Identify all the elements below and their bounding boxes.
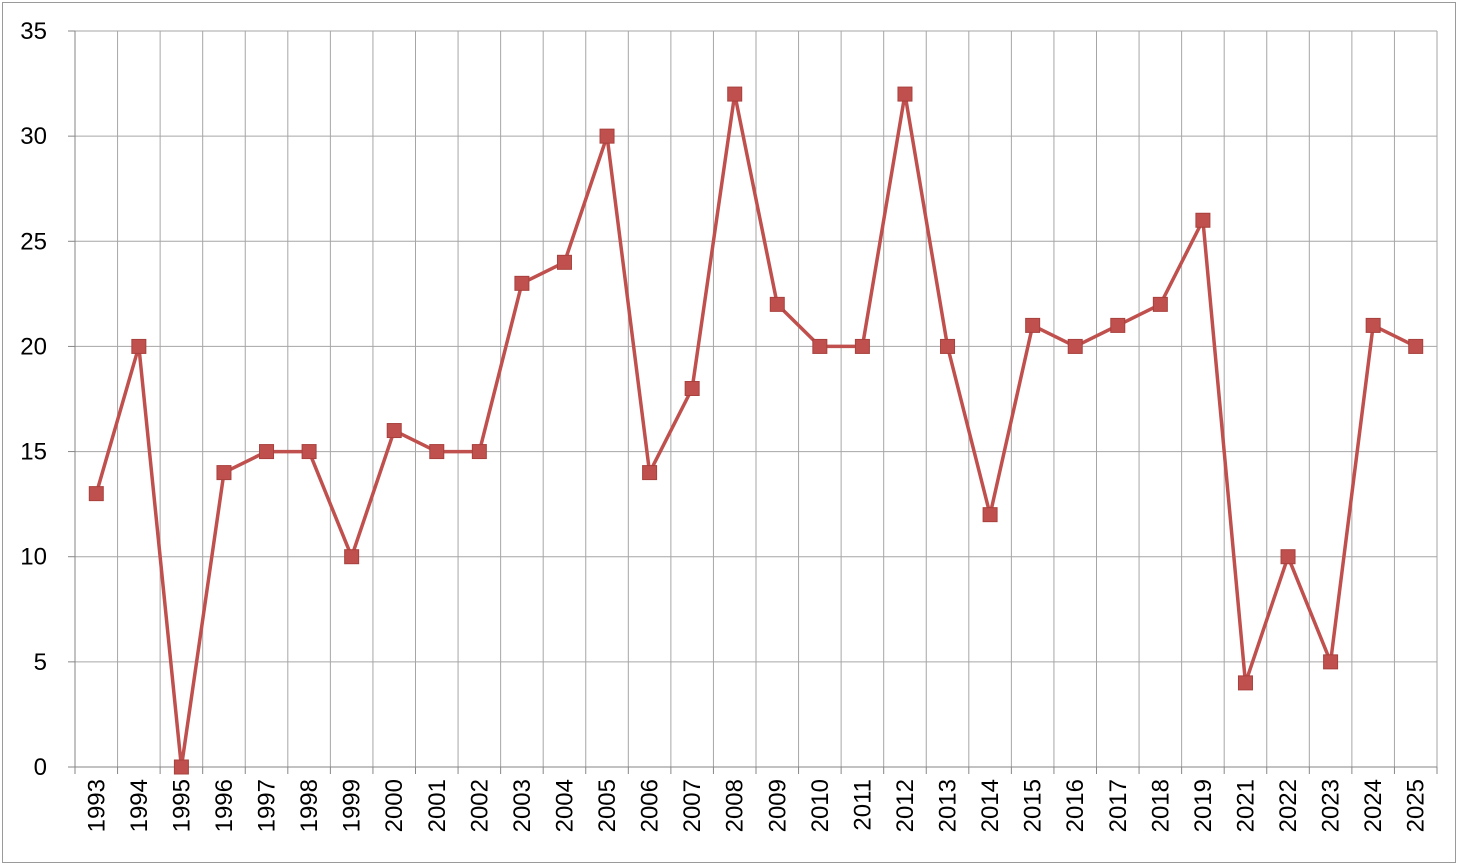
data-point [386, 423, 402, 439]
data-point [684, 380, 700, 396]
y-tick-label: 0 [34, 754, 47, 781]
data-point [1408, 338, 1424, 354]
data-point [940, 338, 956, 354]
data-point [131, 338, 147, 354]
data-point [727, 86, 743, 102]
data-point [897, 86, 913, 102]
data-point [216, 465, 232, 481]
data-point [514, 275, 530, 291]
y-tick-label: 10 [20, 544, 47, 571]
x-tick-label: 2011 [849, 779, 876, 831]
y-axis-tick-labels: 0 5 10 15 20 25 30 35 [20, 18, 47, 781]
x-tick-label: 2009 [764, 779, 791, 832]
x-tick-label: 2022 [1275, 779, 1302, 832]
x-tick-label: 2001 [424, 779, 451, 832]
data-point [471, 444, 487, 460]
data-point [344, 549, 360, 565]
data-point [1195, 212, 1211, 228]
data-point [1365, 317, 1381, 333]
data-point [642, 465, 658, 481]
x-tick-label: 2003 [509, 779, 536, 832]
x-tick-label: 1995 [168, 779, 195, 832]
y-tick-label: 5 [34, 649, 47, 676]
x-tick-label: 2025 [1403, 779, 1430, 832]
data-point [1152, 296, 1168, 312]
y-tick-label: 30 [20, 123, 47, 150]
data-point [1237, 675, 1253, 691]
data-point [1323, 654, 1339, 670]
data-point [88, 486, 104, 502]
x-tick-label: 1998 [296, 779, 323, 832]
data-point [599, 128, 615, 144]
y-tick-label: 25 [20, 228, 47, 255]
series-line-layer [94, 92, 1417, 769]
x-tick-label: 2002 [466, 779, 493, 832]
series-line [94, 92, 1417, 769]
data-point [429, 444, 445, 460]
data-point [982, 507, 998, 523]
data-markers [88, 86, 1424, 775]
x-tick-label: 2024 [1360, 779, 1387, 832]
x-tick-label: 2012 [892, 779, 919, 832]
x-tick-label: 1997 [254, 779, 281, 832]
x-tick-label: 2005 [594, 779, 621, 832]
grid-lines [75, 30, 1438, 767]
data-point [1110, 317, 1126, 333]
x-tick-label: 2010 [807, 779, 834, 832]
x-tick-label: 2013 [935, 779, 962, 832]
y-tick-label: 15 [20, 439, 47, 466]
x-tick-label: 2015 [1020, 779, 1047, 832]
axes [68, 30, 1438, 774]
data-point [812, 338, 828, 354]
data-point [259, 444, 275, 460]
y-tick-label: 20 [20, 333, 47, 360]
data-point [769, 296, 785, 312]
x-axis-tick-labels: 1993 1994 1995 1996 1997 1998 1999 2000 2001 2002… [83, 779, 1429, 832]
x-tick-label: 2000 [381, 779, 408, 832]
data-point [1067, 338, 1083, 354]
x-tick-label: 1996 [211, 779, 238, 832]
x-tick-label: 2017 [1105, 779, 1132, 832]
x-tick-label: 2004 [551, 779, 578, 832]
x-tick-label: 2014 [977, 779, 1004, 832]
x-tick-label: 2008 [722, 779, 749, 832]
x-tick-label: 2006 [637, 779, 664, 832]
x-tick-label: 2023 [1318, 779, 1345, 832]
data-point [854, 338, 870, 354]
x-tick-label: 2019 [1190, 779, 1217, 832]
x-tick-label: 2021 [1232, 779, 1259, 832]
y-tick-label: 35 [20, 18, 47, 45]
x-tick-label: 1993 [83, 779, 110, 832]
x-tick-label: 2007 [679, 779, 706, 832]
x-tick-label: 2016 [1062, 779, 1089, 832]
x-tick-label: 2018 [1147, 779, 1174, 832]
data-point [301, 444, 317, 460]
data-point [1280, 549, 1296, 565]
x-tick-label: 1999 [339, 779, 366, 832]
data-point [1025, 317, 1041, 333]
data-point [173, 759, 189, 775]
x-tick-label: 1994 [126, 779, 153, 832]
data-point [556, 254, 572, 270]
